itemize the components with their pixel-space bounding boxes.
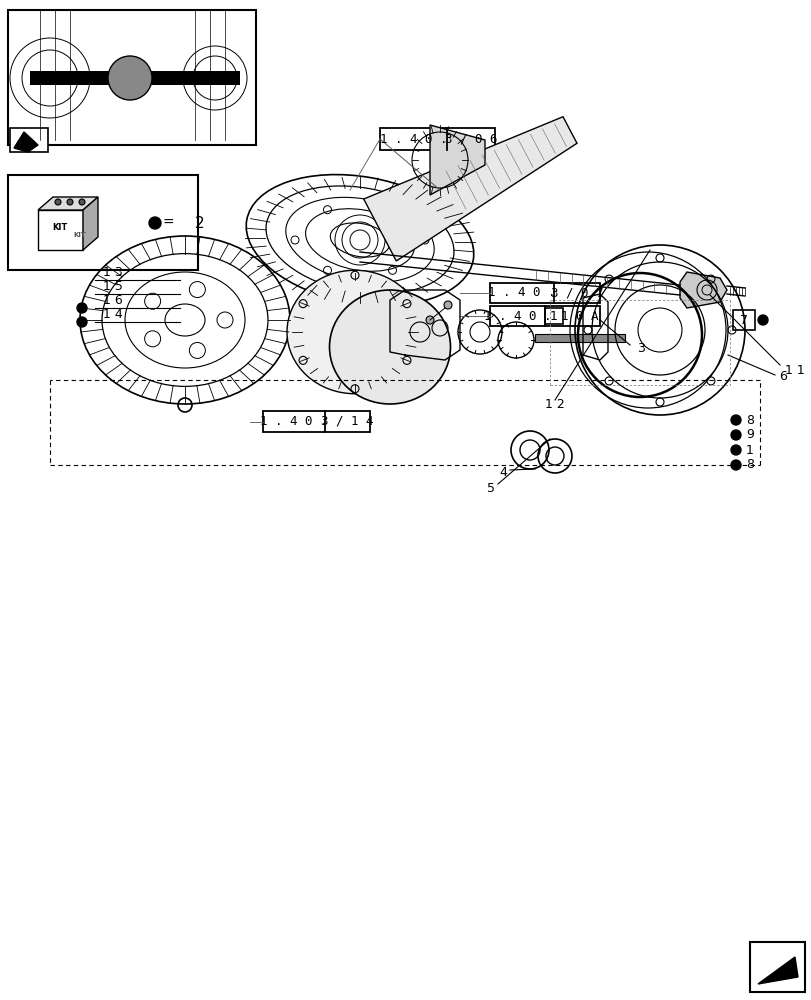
Text: 8: 8	[745, 458, 753, 472]
Text: 7: 7	[739, 314, 747, 326]
Bar	[534, 334, 624, 342]
Text: 1 . 4 0 .: 1 . 4 0 .	[379, 133, 447, 146]
Circle shape	[108, 56, 152, 100]
Text: 5: 5	[487, 482, 495, 494]
Text: 6: 6	[778, 370, 786, 383]
Polygon shape	[14, 132, 38, 152]
Polygon shape	[38, 210, 83, 250]
Text: KIT: KIT	[53, 223, 67, 232]
Bar	[544, 308, 562, 324]
Text: 1 . 4 0 .: 1 . 4 0 .	[487, 286, 555, 300]
Circle shape	[148, 217, 161, 229]
Circle shape	[444, 301, 452, 309]
Circle shape	[55, 199, 61, 205]
Polygon shape	[38, 197, 98, 210]
Text: 3 / 0 6: 3 / 0 6	[444, 133, 496, 146]
Text: 1 1: 1 1	[784, 363, 804, 376]
Text: 3 / 0 7: 3 / 0 7	[550, 286, 603, 300]
Circle shape	[426, 316, 433, 324]
Polygon shape	[363, 117, 577, 261]
Text: 1 4: 1 4	[103, 308, 122, 320]
Bar	[380, 128, 495, 150]
Text: 4: 4	[499, 466, 506, 480]
Text: 1 5: 1 5	[103, 279, 122, 292]
Ellipse shape	[329, 290, 450, 404]
Circle shape	[730, 460, 740, 470]
Bar	[10, 128, 48, 152]
Circle shape	[79, 199, 85, 205]
Text: 1 3: 1 3	[103, 265, 122, 278]
Bar	[489, 283, 599, 303]
Text: 1 6: 1 6	[103, 294, 122, 306]
Circle shape	[730, 445, 740, 455]
Bar	[30, 71, 240, 85]
Polygon shape	[679, 272, 726, 308]
Bar	[732, 310, 754, 330]
Circle shape	[67, 199, 73, 205]
Bar	[489, 306, 599, 326]
Ellipse shape	[286, 270, 423, 394]
Circle shape	[757, 315, 767, 325]
Text: 9: 9	[745, 428, 753, 442]
Text: 1 . 4 0 .: 1 . 4 0 .	[483, 310, 551, 322]
Circle shape	[730, 430, 740, 440]
Text: =: =	[162, 216, 174, 230]
Bar	[8, 10, 255, 145]
Text: 1 . 4 0 .: 1 . 4 0 .	[260, 415, 328, 428]
Text: 1 2: 1 2	[544, 398, 564, 412]
Polygon shape	[430, 125, 484, 195]
Text: KIT: KIT	[74, 232, 86, 238]
Text: 8: 8	[745, 414, 753, 426]
Text: 2: 2	[195, 216, 204, 231]
Polygon shape	[757, 957, 797, 984]
Bar	[749, 942, 804, 992]
Text: 1: 1	[549, 310, 557, 322]
Text: 3 / 1 4: 3 / 1 4	[321, 415, 373, 428]
Bar	[8, 175, 198, 270]
Text: 1: 1	[745, 444, 753, 456]
Bar	[263, 411, 370, 432]
Text: 1 0 A: 1 0 A	[560, 310, 599, 322]
Polygon shape	[83, 197, 98, 250]
Text: 3: 3	[636, 342, 644, 355]
Circle shape	[77, 317, 87, 327]
Circle shape	[77, 303, 87, 313]
Circle shape	[730, 415, 740, 425]
